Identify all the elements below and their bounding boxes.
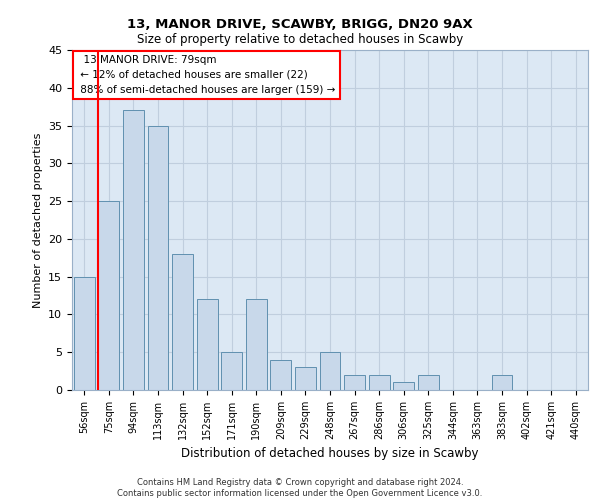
Bar (295, 368, 316, 390)
Bar (246, 300, 267, 390)
Bar (393, 382, 414, 390)
Text: 13, MANOR DRIVE, SCAWBY, BRIGG, DN20 9AX: 13, MANOR DRIVE, SCAWBY, BRIGG, DN20 9AX (127, 18, 473, 30)
Bar (491, 375, 512, 390)
Text: Size of property relative to detached houses in Scawby: Size of property relative to detached ho… (137, 32, 463, 46)
Bar (74, 276, 95, 390)
Bar (418, 375, 439, 390)
Y-axis label: Number of detached properties: Number of detached properties (32, 132, 43, 308)
Bar (172, 254, 193, 390)
X-axis label: Distribution of detached houses by size in Scawby: Distribution of detached houses by size … (181, 448, 479, 460)
Bar (344, 375, 365, 390)
Bar (368, 375, 389, 390)
Bar (320, 352, 340, 390)
Text: 13 MANOR DRIVE: 79sqm  
 ← 12% of detached houses are smaller (22)
 88% of semi-: 13 MANOR DRIVE: 79sqm ← 12% of detached … (77, 55, 335, 94)
Bar (271, 360, 292, 390)
Bar (197, 300, 218, 390)
Text: Contains HM Land Registry data © Crown copyright and database right 2024.
Contai: Contains HM Land Registry data © Crown c… (118, 478, 482, 498)
Bar (148, 126, 169, 390)
Bar (221, 352, 242, 390)
Bar (98, 201, 119, 390)
Bar (123, 110, 144, 390)
